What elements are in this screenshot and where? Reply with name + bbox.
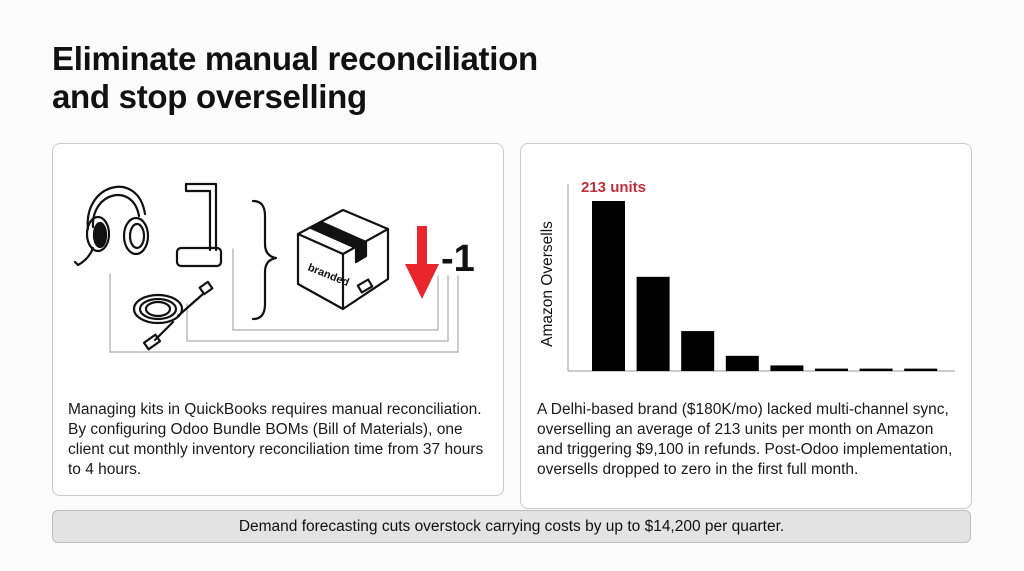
title-line-1: Eliminate manual reconciliation bbox=[52, 40, 538, 77]
connector-lines bbox=[109, 248, 459, 353]
bar-annotation: 213 units bbox=[581, 179, 646, 196]
box-icon bbox=[296, 208, 390, 311]
oversell-description: A Delhi-based brand ($180K/mo) lacked mu… bbox=[537, 401, 953, 478]
bundle-description: Managing kits in QuickBooks requires man… bbox=[68, 401, 484, 478]
bar-8 bbox=[904, 368, 938, 371]
forecast-banner: Demand forecasting cuts overstock carryi… bbox=[52, 510, 971, 543]
delta-label: -1 bbox=[441, 238, 475, 280]
oversell-card: Amazon Oversells 213 units A Delhi-based… bbox=[520, 143, 972, 509]
bar-2 bbox=[636, 276, 670, 371]
brace bbox=[251, 199, 278, 321]
bar-7 bbox=[859, 368, 893, 371]
oversell-bar-chart: Amazon Oversells 213 units bbox=[539, 179, 955, 372]
bar-6 bbox=[815, 368, 848, 371]
bundle-bom-card: branded -1 Managing kits in QuickBooks r… bbox=[52, 143, 504, 496]
headphones-icon bbox=[73, 185, 150, 267]
bar-1 bbox=[592, 201, 625, 371]
bar-3 bbox=[681, 331, 715, 371]
bundle-illustration: branded -1 bbox=[73, 182, 475, 353]
usb-cable-icon bbox=[132, 280, 214, 351]
title-line-2: and stop overselling bbox=[52, 78, 367, 115]
headphone-stand-icon bbox=[175, 182, 223, 268]
bar-5 bbox=[770, 365, 804, 371]
y-axis-label: Amazon Oversells bbox=[539, 221, 556, 347]
down-arrow-icon bbox=[405, 226, 439, 299]
bar-4 bbox=[725, 355, 759, 371]
page-title: Eliminate manual reconciliation and stop … bbox=[52, 40, 538, 116]
